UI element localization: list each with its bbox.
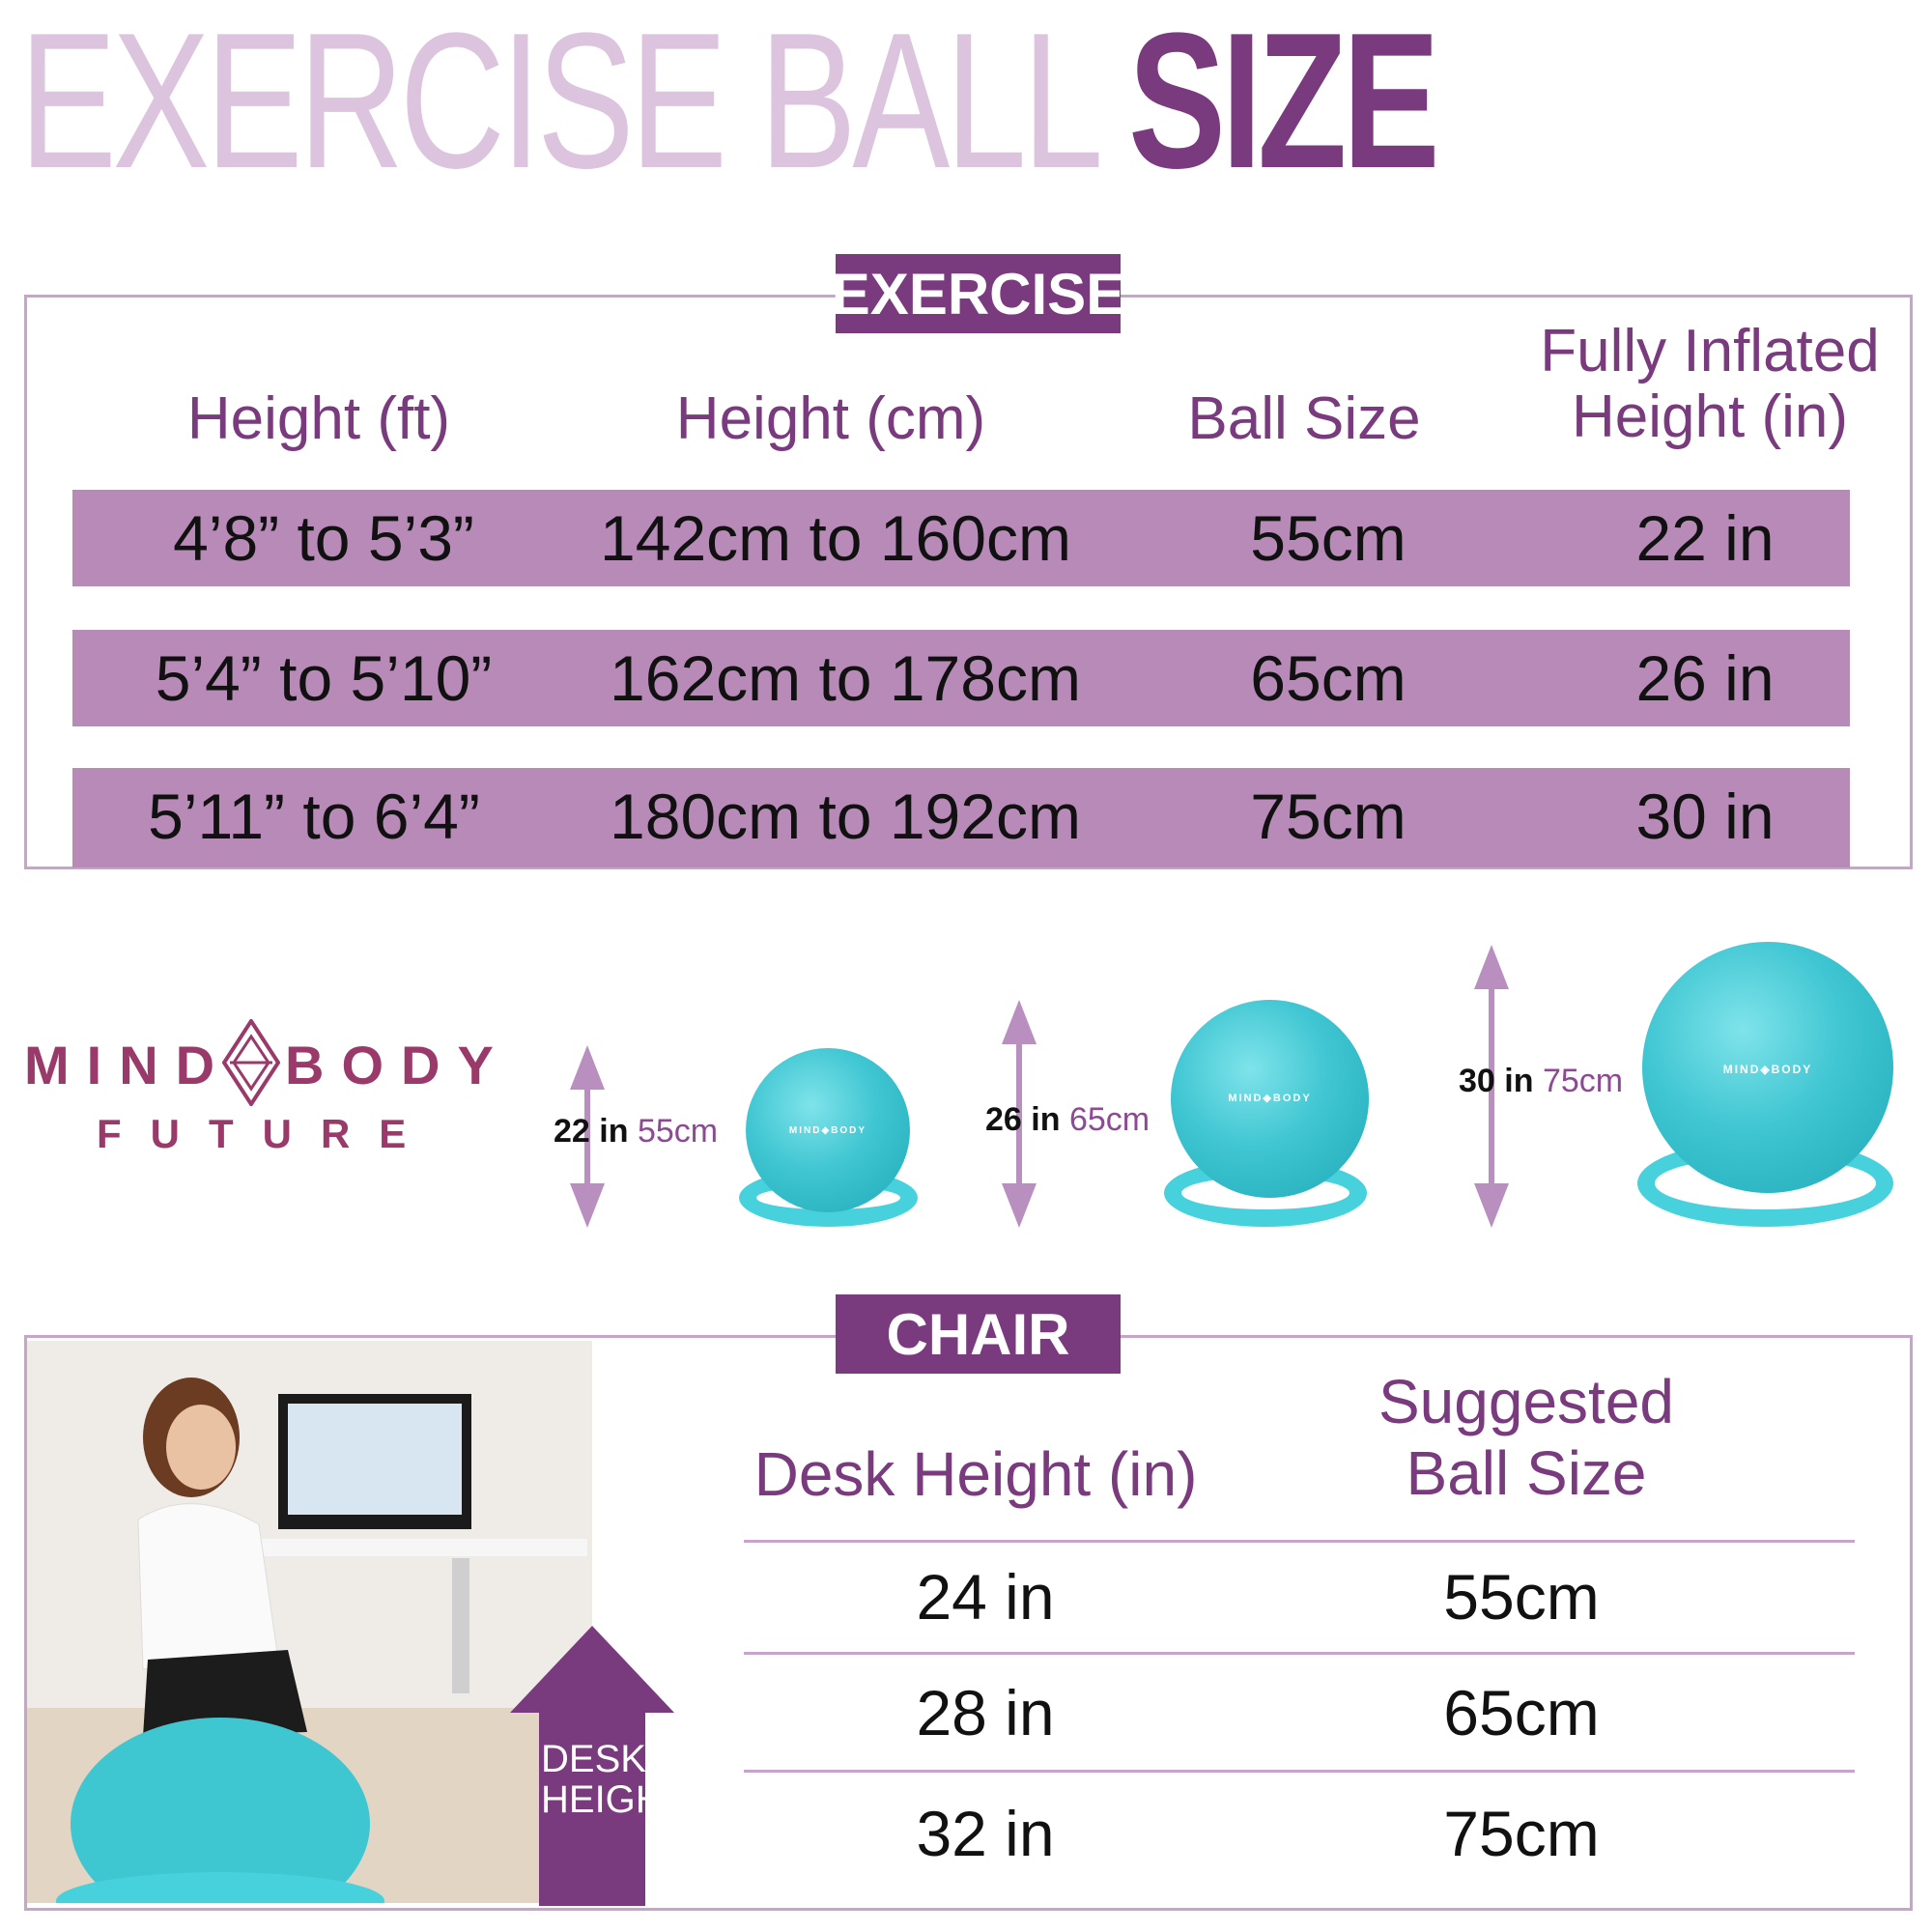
cell-height-ft: 4’8” to 5’3” xyxy=(173,502,474,574)
divider xyxy=(744,1652,1855,1655)
header-ball-size: Ball Size xyxy=(1187,385,1421,452)
desk-height-arrow-icon xyxy=(510,1626,674,1906)
dimension-label: 26 in 65cm xyxy=(985,1101,1151,1138)
ball-brand-label: MIND◈BODY xyxy=(1722,1063,1813,1076)
exercise-ball-image: MIND◈BODY xyxy=(746,1048,910,1212)
cell-height-ft: 5’11” to 6’4” xyxy=(148,781,480,852)
cell-height-ft: 5’4” to 5’10” xyxy=(155,642,493,714)
title-dark: SIZE GUIDE xyxy=(1128,10,1459,193)
cell-inflated: 30 in xyxy=(1635,781,1775,852)
chair-ball-size: 55cm xyxy=(1443,1561,1600,1633)
woman-at-desk-illustration xyxy=(27,1341,592,1903)
ball-brand-label: MIND◈BODY xyxy=(788,1125,867,1136)
office-photo xyxy=(27,1341,592,1903)
logo-diamond-icon xyxy=(222,1019,280,1106)
chair-ball-size: 75cm xyxy=(1443,1798,1600,1869)
arrow-up-icon xyxy=(1002,1000,1037,1044)
table-row: 5’4” to 5’10” 162cm to 178cm 65cm 26 in xyxy=(72,630,1850,726)
exercise-ball-image: MIND◈BODY xyxy=(1642,942,1893,1193)
chair-ball-size: 65cm xyxy=(1443,1677,1600,1748)
chair-desk-height: 32 in xyxy=(916,1798,1055,1869)
cell-height-cm: 180cm to 192cm xyxy=(610,781,1081,852)
table-row: 4’8” to 5’3” 142cm to 160cm 55cm 22 in xyxy=(72,490,1850,586)
logo-body: BODY xyxy=(285,1035,511,1095)
ball-brand-label: MIND◈BODY xyxy=(1228,1093,1312,1104)
header-desk-height: Desk Height (in) xyxy=(753,1439,1198,1509)
chair-badge: CHAIR xyxy=(836,1294,1121,1374)
header-height-cm: Height (cm) xyxy=(675,385,986,452)
table-row: 5’11” to 6’4” 180cm to 192cm 75cm 30 in xyxy=(72,768,1850,867)
arrow-line xyxy=(1016,1038,1022,1198)
cell-inflated: 26 in xyxy=(1635,642,1775,714)
divider xyxy=(744,1540,1855,1543)
exercise-badge: EXERCISE xyxy=(832,254,1124,333)
cell-ball-size: 55cm xyxy=(1250,502,1406,574)
cell-height-cm: 142cm to 160cm xyxy=(600,502,1071,574)
arrow-up-icon xyxy=(1474,945,1509,989)
arrow-line xyxy=(1489,985,1494,1198)
chair-desk-height: 28 in xyxy=(916,1677,1055,1748)
logo-future: FUTURE xyxy=(97,1111,436,1156)
arrow-down-icon xyxy=(1474,1183,1509,1228)
cell-ball-size: 65cm xyxy=(1250,642,1406,714)
header-suggested-ball: Suggested Ball Size xyxy=(1378,1367,1675,1508)
divider xyxy=(744,1770,1855,1773)
desk-height-label: DESK HEIGHT xyxy=(541,1738,688,1821)
arrow-down-icon xyxy=(1002,1183,1037,1228)
logo-mind: MIND xyxy=(24,1035,233,1095)
page-title: EXERCISE BALL SIZE GUIDE xyxy=(19,10,1459,193)
header-height-ft: Height (ft) xyxy=(186,385,451,452)
arrow-line xyxy=(584,1082,590,1208)
cell-ball-size: 75cm xyxy=(1250,781,1406,852)
dimension-label: 22 in 55cm xyxy=(554,1113,719,1150)
cell-height-cm: 162cm to 178cm xyxy=(610,642,1081,714)
cell-inflated: 22 in xyxy=(1635,502,1775,574)
exercise-ball-image: MIND◈BODY xyxy=(1171,1000,1369,1198)
dimension-label: 30 in 75cm xyxy=(1459,1063,1624,1099)
arrow-down-icon xyxy=(570,1183,605,1228)
chair-desk-height: 24 in xyxy=(916,1561,1055,1633)
brand-logo: MIND BODY FUTURE xyxy=(24,1014,494,1159)
header-inflated-height: Fully Inflated Height (in) xyxy=(1540,318,1880,451)
title-light: EXERCISE BALL xyxy=(19,10,1103,193)
